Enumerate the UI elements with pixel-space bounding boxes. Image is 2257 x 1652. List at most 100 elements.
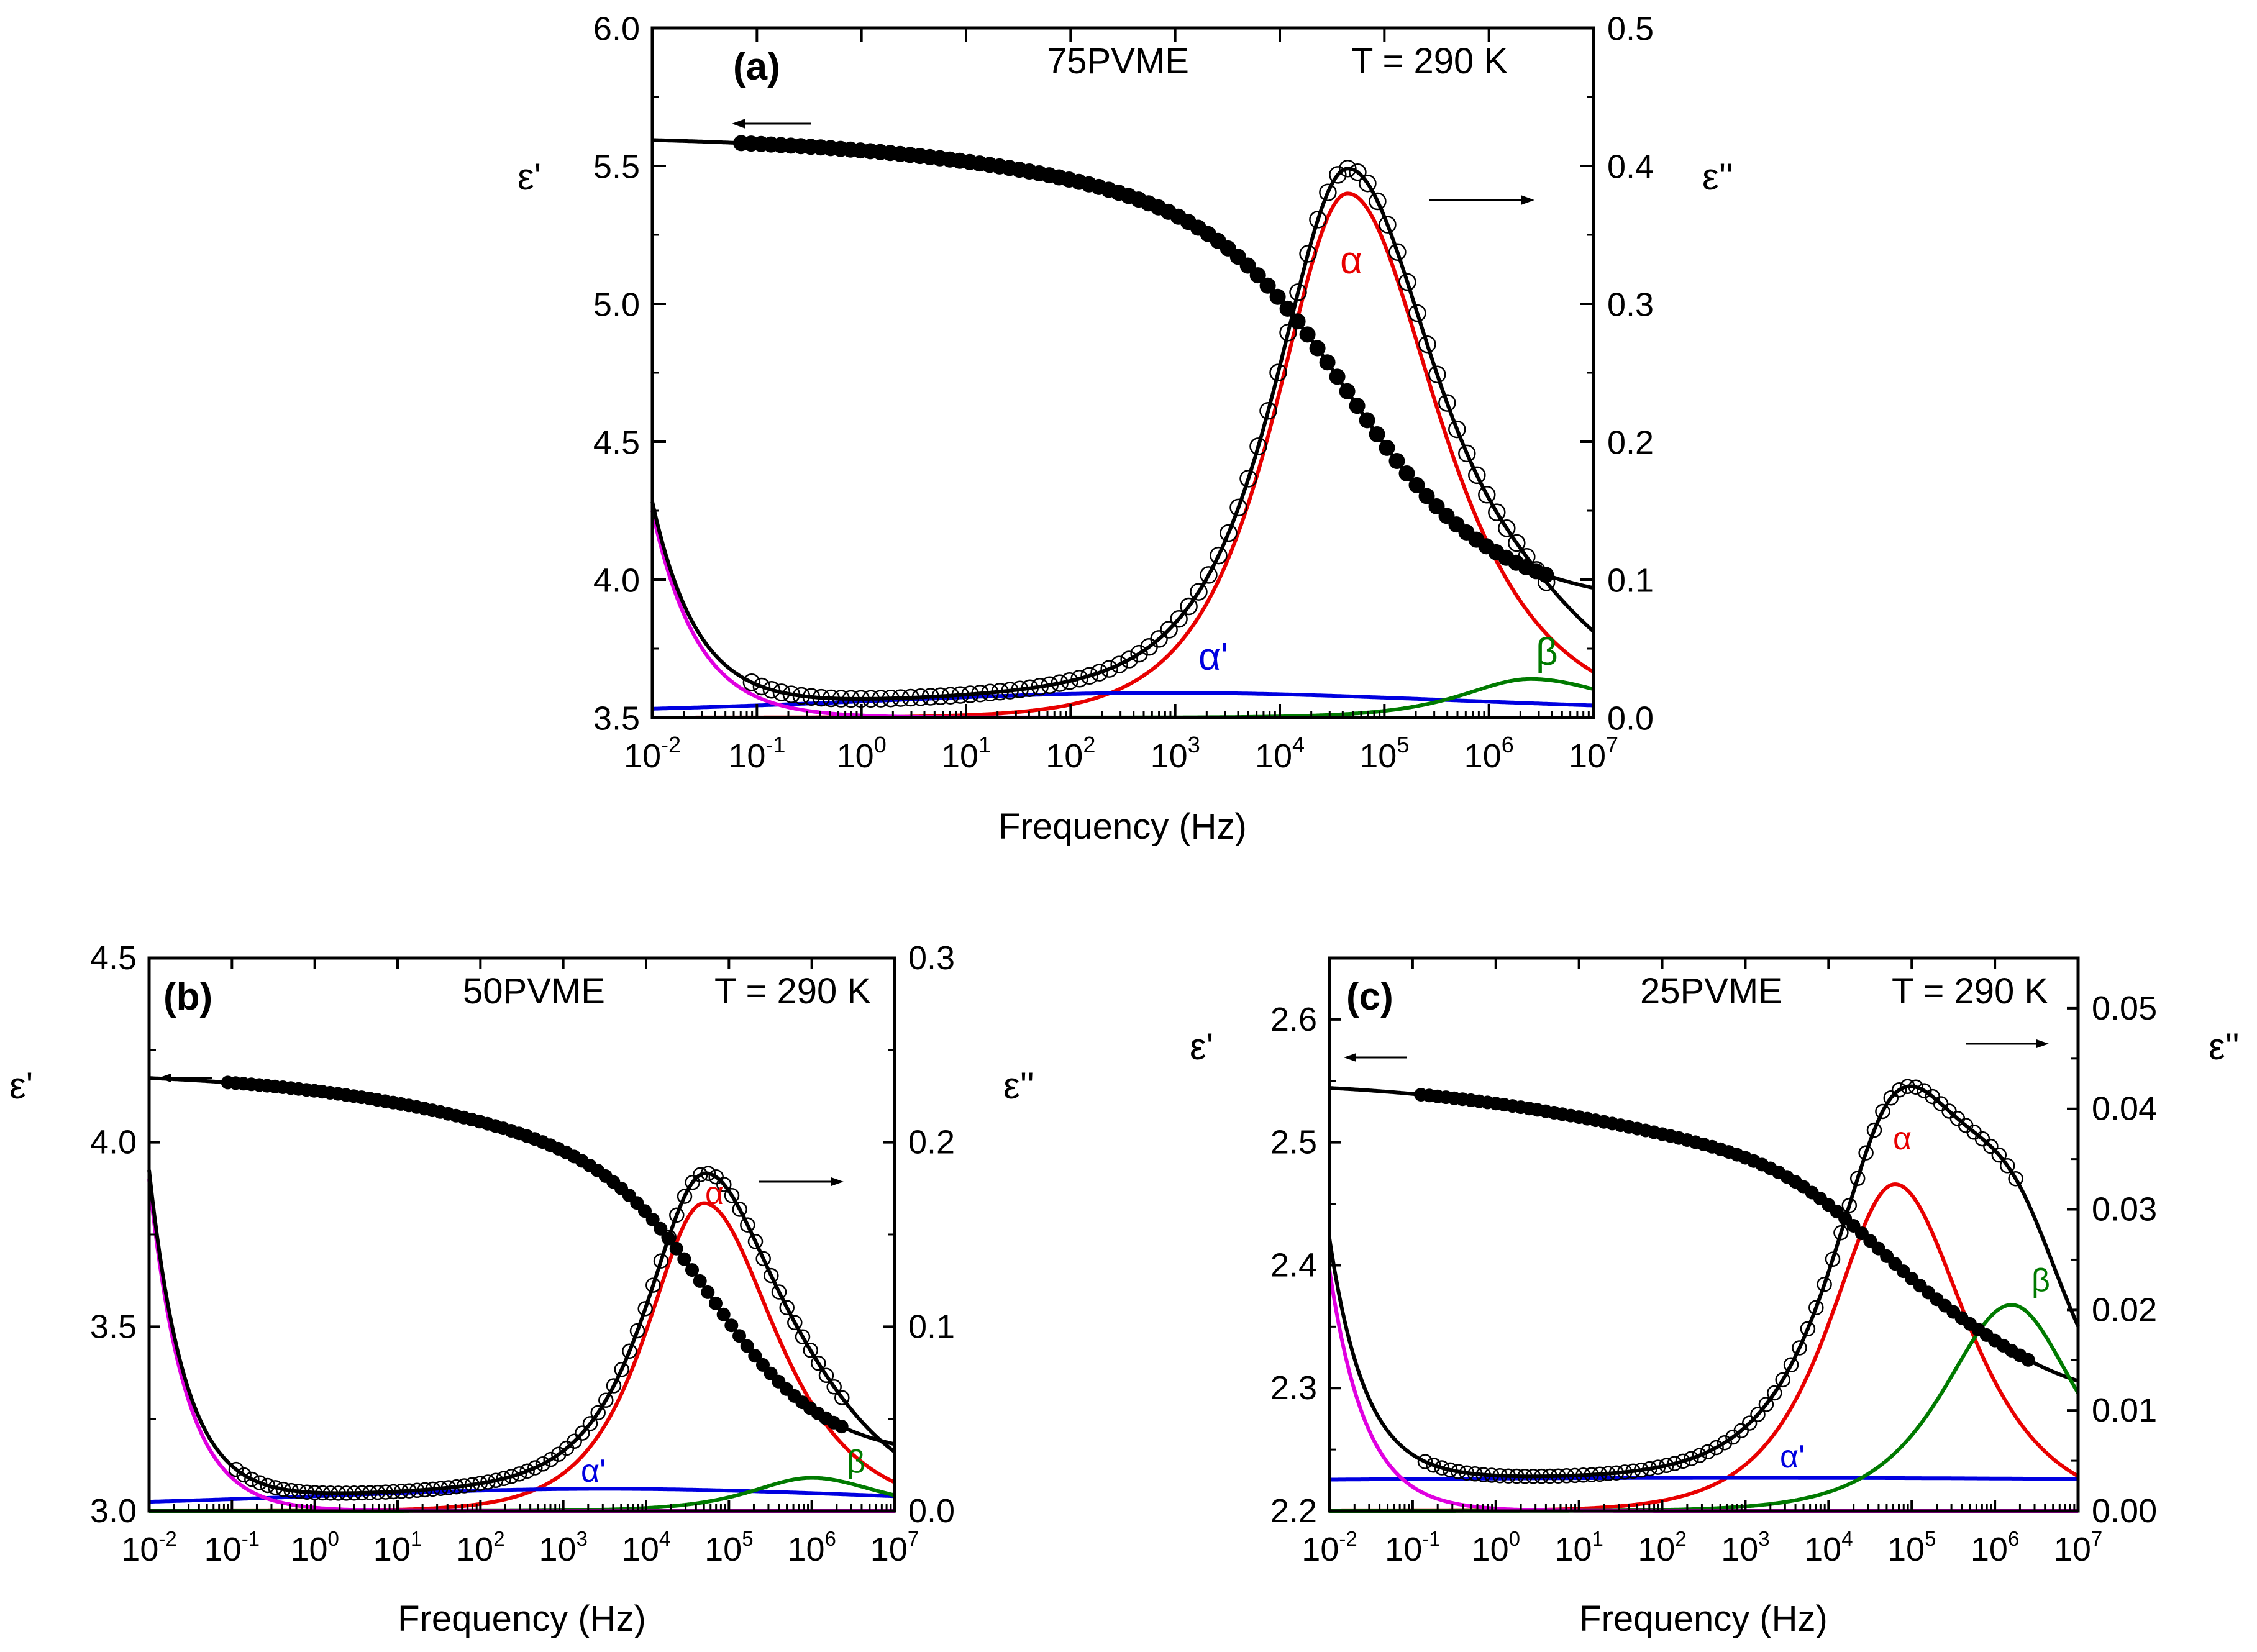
panel-a-eps2-point (802, 688, 821, 706)
panel-b-eps2-point (818, 1367, 834, 1384)
panel-c-eps2-point (1584, 1467, 1600, 1482)
panel-b-x-tick-label: 101 (373, 1527, 422, 1568)
panel-b-eps2-point (724, 1188, 740, 1203)
panel-a-eps2-point (981, 683, 999, 702)
panel-b-eps2-point (228, 1461, 244, 1477)
panel-b-eps2-point (606, 1378, 622, 1394)
panel-c-x-tick-label: 101 (1554, 1527, 1603, 1568)
panel-b-eps1-point (685, 1263, 699, 1277)
panel-a-eps1-point (1339, 383, 1356, 399)
panel-a-eps2-point (1170, 609, 1188, 628)
panel-b-eps2-point (708, 1169, 724, 1185)
panel-a-eps2-point (1150, 630, 1168, 648)
panel-b-eps2-point (315, 1485, 331, 1501)
panel-b-alpha-prime-curve (148, 1487, 896, 1504)
panel-a-eps1-point (1398, 465, 1415, 481)
panel-a-eps2-point (1458, 444, 1476, 463)
panel-a-eps2-point (772, 683, 791, 701)
panel-c-letter: (c) (1346, 975, 1393, 1018)
panel-c-eps2-point (1550, 1468, 1566, 1484)
panel-c-y-right-tick-label: 0.01 (2092, 1392, 2157, 1429)
panel-b-eps2-point (543, 1451, 559, 1467)
panel-c-eps2-point (1467, 1466, 1483, 1482)
panel-a-eps1-point (1269, 288, 1286, 305)
panel-b-eps1-point (756, 1358, 770, 1372)
panel-b-eps2-point (440, 1480, 457, 1495)
panel-b-eps2-point (268, 1480, 283, 1495)
panel-b-eps2-point (535, 1456, 551, 1472)
panel-a-x-tick-label: 10-2 (624, 732, 681, 775)
panel-a-temperature: T = 290 K (1351, 41, 1508, 81)
panel-b-eps2-point (472, 1476, 488, 1491)
panel-a-xlabel: Frequency (Hz) (998, 806, 1247, 847)
panel-a-eps1-point (1388, 453, 1405, 469)
panel-a-eps2-point (1369, 192, 1387, 211)
panel-a-eps2-point (1349, 163, 1367, 181)
panel-a-eps2-point (1359, 174, 1377, 193)
panel-c-y-left-tick-label: 2.5 (1270, 1124, 1317, 1161)
panel-a-eps2-point (1279, 323, 1297, 342)
panel-b-eps2-point (693, 1167, 708, 1182)
panel-c-sample: 25PVME (1640, 971, 1782, 1011)
panel-c-eps2-point (1509, 1468, 1525, 1484)
panel-c-data-layer (1328, 1079, 2080, 1513)
panel-b-eps2-point (685, 1174, 700, 1190)
panel-c-eps2-point (1525, 1468, 1541, 1484)
panel-b-eps2-point (299, 1484, 315, 1500)
panel-c-beta-label: β (2031, 1262, 2050, 1298)
panel-c-eps2-point (1426, 1457, 1441, 1473)
panel-c-temperature: T = 290 K (1892, 971, 2048, 1011)
panel-a-eps2-point (1120, 650, 1138, 669)
panel-b-eps2-point (457, 1478, 472, 1494)
panel-a-eps2-point (1080, 667, 1098, 685)
panel-b-axes-layer: 10-2 10-1 100 101 102 103 104 105 106 107 3.0 3.5 4.… (90, 939, 955, 1568)
panel-b-alpha-prime-label: α' (581, 1453, 606, 1489)
panel-b-eps1-point (724, 1318, 739, 1333)
panel-a-eps2-point (1160, 621, 1178, 639)
panel-b-data-layer (147, 1075, 896, 1513)
panel-b-eps1-point (654, 1221, 668, 1236)
panel-a-eps2-point (911, 688, 930, 706)
panel-a-data-layer (650, 135, 1595, 719)
panel-b-eps2-point (386, 1484, 401, 1500)
panel-c-eps2-point (1692, 1448, 1708, 1463)
panel-c-y-right-tick-label: 0.05 (2092, 990, 2157, 1027)
panel-c-eps2-point (1667, 1456, 1682, 1471)
panel-c-x-tick-label: 102 (1638, 1527, 1686, 1568)
panel-b-beta-label: β (847, 1444, 865, 1480)
panel-c-y-left-tick-label: 2.6 (1270, 1001, 1317, 1038)
panel-a-y-left-tick-label: 4.5 (593, 424, 640, 461)
panel-c-eps2-point (2008, 1171, 2023, 1187)
panel-b-eps1-point (740, 1339, 754, 1353)
panel-b-eps2-point (252, 1475, 268, 1490)
panel-a-eps2-point (1388, 243, 1407, 261)
panel-a-eps1-point (1418, 488, 1435, 504)
panel-a-eps2-point (1190, 583, 1208, 601)
panel-c-axes-layer: 10-2 10-1 100 101 102 103 104 105 106 107 2.2 2.3 2.… (1270, 958, 2157, 1568)
panel-b-eps2-point (378, 1484, 393, 1500)
panel-a-eps1-point (1359, 412, 1375, 429)
panel-c-eps2-point (1825, 1251, 1841, 1267)
panel-c-y-left-tick-label: 2.2 (1270, 1492, 1317, 1530)
panel-c-plot-frame (1328, 956, 2080, 1513)
panel-b-y-left-tick-label: 4.5 (90, 939, 137, 977)
panel-c-eps2-point (1492, 1467, 1508, 1484)
panel-c-eps2-point (1817, 1277, 1832, 1292)
panel-b-x-tick-label: 104 (622, 1527, 670, 1568)
panel-a-eps2-point (1498, 519, 1516, 537)
panel-b-eps2-point (747, 1234, 764, 1249)
panel-a-y-left-tick-label: 5.0 (593, 286, 640, 323)
panel-b-x-tick-label: 106 (787, 1527, 836, 1568)
panel-b-eps2-point (575, 1425, 590, 1441)
panel-b-left-arrow (158, 1074, 212, 1082)
panel-b-eps2-point (834, 1390, 850, 1405)
panel-a-eps2-point (901, 688, 920, 707)
panel-a-eps2-point (742, 673, 761, 691)
panel-a-eps1-point (1249, 267, 1266, 284)
panel-c-eps2-point (1999, 1158, 2015, 1174)
panel-a-eps2-point (1468, 466, 1486, 485)
panel-b-eps2-point (346, 1485, 362, 1501)
panel-b-eps2-point (417, 1482, 433, 1498)
panel-a-left-arrow (732, 119, 811, 129)
panel-c-x-tick-label: 105 (1887, 1527, 1936, 1568)
